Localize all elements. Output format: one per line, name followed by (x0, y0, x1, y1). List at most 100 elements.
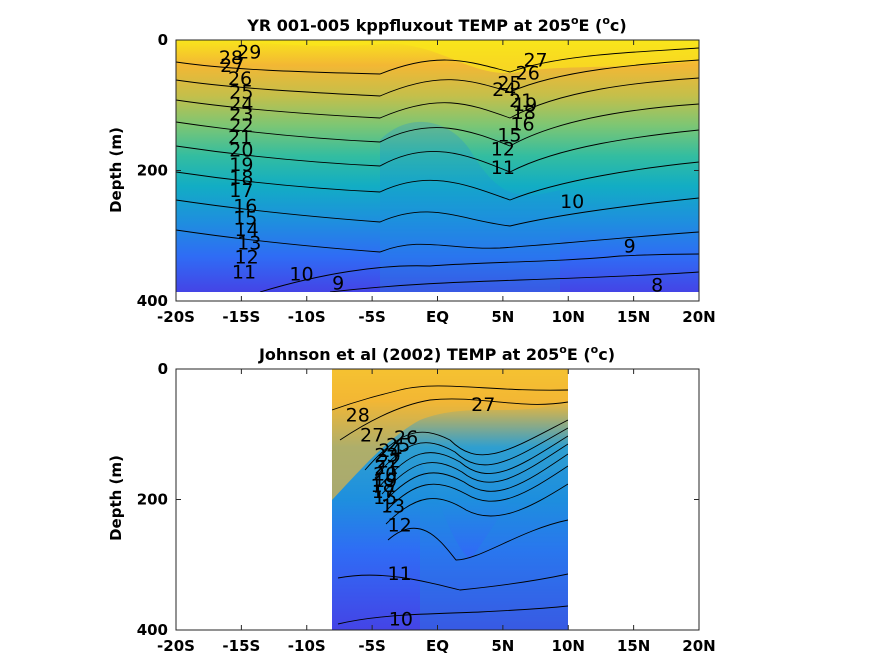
top-contour-label: 28 (219, 47, 243, 69)
bottom-y-tick-label: 400 (137, 621, 168, 639)
top-contour-label: 14 (235, 219, 259, 241)
top-contour-label: 21 (228, 127, 252, 149)
top-contour-label: 29 (237, 42, 261, 64)
top-y-tick-label: 400 (137, 292, 168, 310)
top-contour-label: 8 (651, 275, 663, 297)
bottom-contour-label: 15 (373, 487, 397, 509)
bottom-x-axis: -20S -15S -10S -5S EQ 5N 10N 15N 20N (157, 369, 716, 655)
bottom-contour-label: 17 (372, 481, 396, 503)
bottom-y-tick-label: 0 (158, 360, 168, 378)
top-contour-lines (176, 47, 699, 292)
top-contour-label: 10 (289, 264, 313, 286)
top-contour-label: 9 (332, 273, 344, 295)
bottom-contour-label: 10 (389, 608, 413, 630)
top-contour-label: 24 (229, 93, 253, 115)
bottom-contour-line (374, 427, 568, 479)
bottom-contour-label: 27 (360, 424, 384, 446)
bottom-contour-label: 23 (374, 444, 398, 466)
bottom-title-unit-superscript: o (591, 343, 599, 356)
bottom-x-tick-label: -20S (157, 637, 195, 655)
top-contour-line (176, 47, 699, 75)
bottom-contour-line (385, 483, 568, 525)
top-contour-line (176, 197, 699, 227)
bottom-contour-line (337, 605, 568, 625)
top-contour-label: 11 (232, 262, 256, 284)
bottom-x-tick-label: -10S (288, 637, 326, 655)
bottom-title-main: Johnson et al (2002) TEMP at 205 (258, 345, 559, 364)
bottom-contour-label: 26 (394, 427, 418, 449)
bottom-contour-line (384, 465, 568, 513)
top-contour-label: 21 (509, 90, 533, 112)
top-title-suffix: c) (610, 16, 627, 35)
top-contour-label: 11 (491, 157, 515, 179)
top-contour-label: 18 (512, 102, 536, 124)
bottom-x-tick-label: -15S (222, 637, 260, 655)
top-x-tick-label: 15N (617, 308, 650, 326)
bottom-x-tick-label: 15N (617, 637, 650, 655)
bottom-contour-line (383, 453, 568, 503)
bottom-y-axis-label: Depth (m) (107, 455, 125, 541)
bottom-field-equatorial-upwelling (420, 460, 568, 630)
bottom-title-suffix: c) (598, 345, 615, 364)
bottom-y-tick-label: 200 (137, 491, 168, 509)
top-title-mid: E ( (579, 16, 603, 35)
bottom-contour-line (379, 435, 568, 487)
top-contour-line (176, 161, 699, 201)
bottom-y-axis: 0 200 400 (137, 360, 699, 639)
bottom-x-tick-label: 20N (682, 637, 715, 655)
top-x-tick-label: -5S (358, 308, 385, 326)
top-field-equatorial-upwelling (380, 122, 560, 292)
top-title-degree-superscript: o (571, 14, 579, 27)
bottom-contour-label: 20 (373, 463, 397, 485)
top-contour-label: 12 (491, 138, 515, 160)
top-contour-label: 19 (513, 94, 537, 116)
bottom-field-warm-pool (332, 369, 568, 500)
top-panel-title: YR 001-005 kppfluxout TEMP at 205oE (oc) (246, 14, 626, 35)
top-x-tick-label: 5N (491, 308, 514, 326)
bottom-x-tick-label: -5S (358, 637, 385, 655)
top-field-shading (176, 40, 699, 74)
bottom-contour-line (364, 419, 568, 471)
top-contour-label: 25 (497, 72, 521, 94)
top-x-axis: -20S -15S -10S -5S EQ 5N 10N 15N 20N (157, 40, 716, 326)
bottom-contour-label: 22 (377, 450, 401, 472)
bottom-x-tick-label: 5N (491, 637, 514, 655)
top-contour-line (176, 59, 699, 97)
top-contour-label: 17 (229, 180, 253, 202)
bottom-contour-label: 18 (370, 475, 394, 497)
top-contour-line (259, 253, 699, 292)
top-x-tick-label: -15S (222, 308, 260, 326)
top-contour-line (176, 103, 699, 147)
bottom-contour-label: 24 (378, 440, 402, 462)
bottom-contour-line (337, 573, 568, 591)
bottom-title-degree-superscript: o (559, 343, 567, 356)
top-contour-label: 26 (516, 63, 540, 85)
bottom-contour-line (387, 519, 568, 561)
top-x-tick-label: 10N (552, 308, 585, 326)
top-field-background (176, 40, 699, 292)
bottom-contour-label: 11 (387, 563, 411, 585)
bottom-contour-label: 12 (387, 514, 411, 536)
bottom-x-tick-label: EQ (426, 637, 449, 655)
bottom-contour-label: 21 (374, 457, 398, 479)
bottom-panel: Johnson et al (2002) TEMP at 205oE (oc) … (107, 343, 716, 655)
bottom-contour-line (339, 398, 568, 441)
top-contour-label: 16 (510, 114, 534, 136)
top-x-tick-label: -20S (157, 308, 195, 326)
top-contour-label: 10 (560, 191, 584, 213)
top-contour-label: 13 (237, 232, 261, 254)
bottom-contour-label: 25 (386, 435, 410, 457)
top-contour-label: 24 (492, 79, 516, 101)
bottom-contour-line (332, 385, 568, 411)
top-title-main: YR 001-005 kppfluxout TEMP at 205 (246, 16, 571, 35)
top-contour-label: 23 (229, 104, 253, 126)
top-contour-label: 27 (523, 50, 547, 72)
top-x-tick-label: -10S (288, 308, 326, 326)
top-contour-label: 9 (624, 236, 636, 258)
top-contour-label: 15 (497, 125, 521, 147)
top-x-tick-label: 20N (682, 308, 715, 326)
